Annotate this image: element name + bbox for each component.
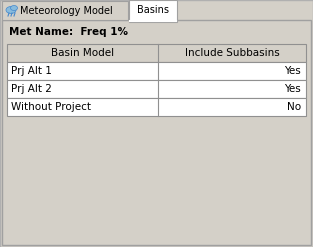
Text: Meteorology Model: Meteorology Model — [20, 5, 113, 16]
Text: Basin Model: Basin Model — [51, 48, 114, 58]
Ellipse shape — [11, 5, 18, 11]
Bar — [129, 0, 177, 22]
Bar — [7, 44, 306, 62]
Bar — [7, 98, 306, 116]
Bar — [7, 80, 306, 98]
Bar — [7, 62, 306, 80]
Text: Prj Alt 2: Prj Alt 2 — [11, 84, 52, 94]
Text: No: No — [287, 102, 301, 112]
Text: Without Project: Without Project — [11, 102, 91, 112]
Bar — [2, 1, 128, 20]
Ellipse shape — [6, 6, 16, 14]
Text: Prj Alt 1: Prj Alt 1 — [11, 66, 52, 76]
Text: Yes: Yes — [284, 84, 301, 94]
Text: Include Subbasins: Include Subbasins — [185, 48, 280, 58]
Text: Yes: Yes — [284, 66, 301, 76]
Text: Basins: Basins — [137, 5, 169, 15]
Text: Met Name:  Freq 1%: Met Name: Freq 1% — [9, 27, 128, 37]
